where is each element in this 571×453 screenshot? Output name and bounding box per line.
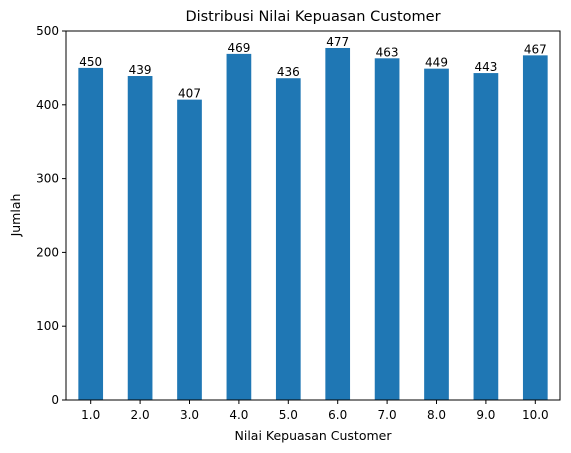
data-label-8.0: 449 [425,56,448,70]
x-tick-label: 6.0 [328,408,347,422]
bar-6.0 [325,47,351,400]
data-label-10.0: 467 [524,42,547,56]
x-axis-ticks: 1.0 2.0 3.0 4.0 5.0 6.0 7.0 8.0 9.0 10.0 [81,400,549,422]
data-label-4.0: 469 [227,41,250,55]
y-tick-label: 100 [36,319,59,333]
bar-7.0 [374,58,400,400]
y-tick-label: 0 [51,393,59,407]
bar-10.0 [522,55,548,400]
x-tick-label: 9.0 [476,408,495,422]
bar-8.0 [424,68,449,400]
x-tick-label: 1.0 [81,408,100,422]
bar-1.0 [78,67,104,401]
y-axis-ticks: 0 100 200 300 400 500 [36,24,66,407]
data-label-6.0: 477 [326,35,349,49]
chart-title: Distribusi Nilai Kepuasan Customer [185,9,440,25]
x-tick-label: 3.0 [180,408,199,422]
bar-2.0 [127,76,153,400]
data-label-3.0: 407 [178,87,201,101]
x-axis-label: Nilai Kepuasan Customer [235,428,393,443]
bars-group [78,47,548,401]
y-tick-label: 400 [36,98,59,112]
x-tick-label: 5.0 [279,408,298,422]
bar-5.0 [275,78,301,401]
x-tick-label: 8.0 [427,408,446,422]
y-axis-label: Jumlah [8,194,23,238]
bar-9.0 [473,73,499,400]
bar-3.0 [177,99,202,400]
x-tick-label: 2.0 [131,408,150,422]
data-label-1.0: 450 [79,55,102,69]
plot-frame [65,30,561,401]
y-tick-label: 300 [36,172,59,186]
data-labels-group: 450 439 407 469 436 477 463 449 443 467 [79,35,547,101]
y-tick-label: 200 [36,245,59,259]
data-label-7.0: 463 [376,45,399,59]
x-tick-label: 10.0 [522,408,549,422]
x-tick-label: 7.0 [378,408,397,422]
data-label-2.0: 439 [129,63,152,77]
data-label-9.0: 443 [474,60,497,74]
bar-4.0 [226,53,252,401]
data-label-5.0: 436 [277,65,300,79]
x-tick-label: 4.0 [229,408,248,422]
y-tick-label: 500 [36,24,59,38]
